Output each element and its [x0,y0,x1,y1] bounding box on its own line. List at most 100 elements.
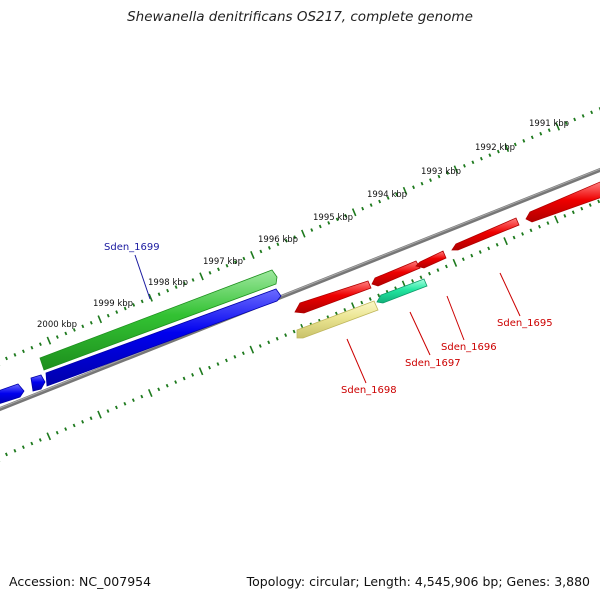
major-tick [249,345,255,354]
gene-red-edge[interactable] [525,181,600,223]
minor-tick [21,349,25,354]
minor-tick [225,263,229,268]
callout-sden-1696 [446,295,465,341]
minor-tick [106,313,110,318]
minor-tick [487,246,491,251]
minor-tick [571,210,575,215]
gene-blue-edge[interactable] [0,383,25,405]
minor-tick [208,365,211,370]
minor-tick [72,423,76,428]
major-tick [46,432,52,441]
minor-tick [21,445,25,449]
gene-sden-1698[interactable] [296,300,379,339]
minor-tick [284,238,288,243]
minor-tick [334,311,338,316]
minor-tick [395,192,399,197]
minor-tick [530,135,534,140]
minor-tick [360,300,364,305]
minor-tick [546,221,550,225]
minor-tick [182,376,186,381]
minor-tick [419,275,423,280]
minor-tick [470,253,474,258]
gene-red-a[interactable] [294,280,372,314]
major-tick [351,208,357,217]
minor-tick [89,320,93,325]
minor-tick [157,387,161,392]
minor-tick [174,380,178,384]
major-tick [198,367,204,376]
minor-tick [471,160,475,165]
minor-tick [106,409,110,413]
minor-tick [5,356,8,361]
kbp-label: 1996 kbp [258,235,298,245]
minor-tick [30,441,34,446]
gene-sden-1695[interactable] [451,217,520,251]
minor-tick [547,128,551,133]
minor-tick [38,438,42,442]
minor-tick [496,149,500,154]
minor-tick [386,196,390,200]
minor-tick [529,228,533,233]
minor-tick [259,249,263,254]
inner-tick-track [0,199,600,462]
callout-sden-1699 [134,254,151,300]
major-tick [504,144,510,153]
minor-tick [573,117,577,122]
minor-tick [157,292,161,297]
minor-tick [488,153,492,157]
gene-red-b[interactable] [371,260,421,287]
minor-tick [512,235,516,240]
kbp-label: 1991 kbp [529,119,569,129]
minor-tick [216,362,220,366]
minor-tick [217,267,220,272]
backbone-highlight [0,168,600,409]
minor-tick [293,235,297,240]
label-sden-1699[interactable]: Sden_1699 [104,242,160,253]
minor-tick [284,333,288,337]
kbp-label: 1997 kbp [203,257,243,267]
label-sden-1696[interactable]: Sden_1696 [441,342,497,353]
gene-sden-1696[interactable] [415,250,447,269]
minor-tick [38,342,42,346]
major-tick [555,122,561,131]
minor-tick [174,285,178,289]
minor-tick [563,214,567,218]
map-title: Shewanella denitrificans OS217, complete… [127,9,473,25]
minor-tick [538,224,541,229]
label-sden-1698[interactable]: Sden_1698 [341,385,397,396]
minor-tick [377,293,381,298]
minor-tick [241,351,245,356]
minor-tick [81,420,85,424]
gene-sden-1699[interactable] [39,269,278,371]
minor-tick [580,206,584,211]
major-tick [554,215,559,224]
major-tick [147,388,153,397]
label-sden-1697[interactable]: Sden_1697 [405,358,461,369]
minor-tick [72,328,76,332]
minor-tick [276,242,280,247]
major-tick [97,315,103,324]
minor-tick [590,110,594,115]
minor-tick [428,271,431,276]
minor-tick [461,257,465,262]
minor-tick [5,452,8,457]
minor-tick [267,246,271,250]
minor-tick [166,288,170,293]
gene-blue-large[interactable] [45,288,282,387]
outer-tick-track [0,107,600,366]
gene-blue-small[interactable] [30,374,46,392]
minor-tick [13,353,17,357]
minor-tick [412,185,416,190]
label-sden-1695[interactable]: Sden_1695 [497,318,553,329]
minor-tick [411,279,415,283]
minor-tick [437,174,441,179]
callout-sden-1698 [346,338,367,384]
minor-tick [258,344,262,348]
callout-sden-1697 [409,311,431,356]
gene-sden-1697[interactable] [376,278,428,304]
minor-tick [522,139,526,143]
minor-tick [292,329,296,334]
minor-tick [233,354,237,359]
minor-tick [234,260,237,264]
